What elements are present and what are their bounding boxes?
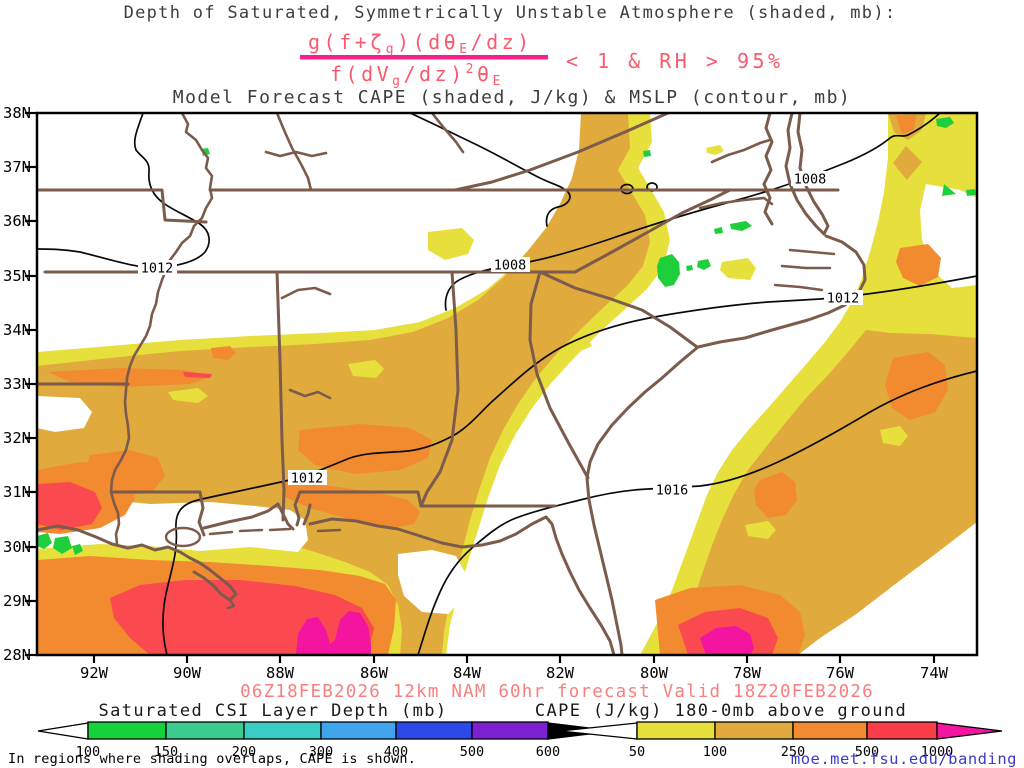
svg-text:50: 50 [629,744,645,760]
cape-overflow-arrow [936,722,1003,740]
svg-text:38N: 38N [3,104,31,122]
map-subtitle: Model Forecast CAPE (shaded, J/kg) & MSL… [173,87,852,108]
formula-fraction-bar [300,55,548,60]
formula-condition: < 1 & RH > 95% [566,49,784,73]
svg-text:31N: 31N [3,483,31,501]
contour-label: 1008 [494,258,527,274]
cape-yellow-pockets [168,228,908,606]
shading-white-gaps [37,184,977,655]
contour-label: 1012 [291,471,324,487]
formula-numerator: g(f+ζg)(dθE/dz) [308,30,533,57]
svg-text:30N: 30N [3,538,31,556]
cape-colorbar-title: CAPE (J/kg) 180-0mb above ground [535,701,907,721]
svg-text:250: 250 [781,744,805,760]
svg-text:33N: 33N [3,375,31,393]
csi-formula: g(f+ζg)(dθE/dz) f(dVg/dz)2θE < 1 & RH > … [300,30,784,89]
csi-underflow-arrow [37,722,89,740]
state-borders [37,113,840,537]
csi-colorbar: Saturated CSI Layer Depth (mb) 100 150 20… [37,701,615,760]
svg-text:400: 400 [384,744,408,760]
svg-text:200: 200 [232,744,256,760]
contour-label: 1012 [827,291,860,307]
svg-text:36N: 36N [3,212,31,230]
source-url[interactable]: moe.met.fsu.edu/banding [791,750,1017,768]
page-title: Depth of Saturated, Symmetrically Unstab… [124,3,897,23]
svg-text:78W: 78W [733,664,762,682]
lon-labels: 92W 90W 88W 86W 84W 82W 80W 78W 76W 74W [80,664,949,682]
coastline [37,113,867,655]
svg-text:100: 100 [76,744,100,760]
svg-text:80W: 80W [640,664,669,682]
svg-text:150: 150 [154,744,178,760]
lon-axis [92,655,936,663]
svg-text:34N: 34N [3,321,31,339]
svg-text:600: 600 [536,744,560,760]
svg-text:74W: 74W [920,664,949,682]
csi-colorbar-title: Saturated CSI Layer Depth (mb) [98,701,447,721]
model-run-line: 06Z18FEB2026 12km NAM 60hr forecast Vali… [240,682,874,702]
formula-denominator: f(dVg/dz)2θE [330,62,504,89]
lat-labels: 38N 37N 36N 35N 34N 33N 32N 31N 30N 29N 28N [3,104,31,664]
contour-labels: 1012 1012 1008 1008 1012 1016 [138,171,863,499]
svg-text:86W: 86W [360,664,389,682]
svg-text:35N: 35N [3,267,31,285]
overlap-note: In regions where shading overlaps, CAPE … [8,751,416,767]
cape-shading-magenta [296,611,754,655]
svg-text:1000: 1000 [921,744,954,760]
svg-text:92W: 92W [80,664,109,682]
svg-text:300: 300 [309,744,333,760]
svg-text:100: 100 [703,744,727,760]
contour-label: 1012 [141,261,174,277]
lat-axis [25,111,37,657]
csi-colorbar-ticks: 100 150 200 300 400 500 600 [76,744,560,760]
svg-text:37N: 37N [3,158,31,176]
svg-text:500: 500 [460,744,484,760]
cape-colorbar: CAPE (J/kg) 180-0mb above ground 50 100 2… [535,701,1003,760]
svg-text:29N: 29N [3,592,31,610]
contour-label: 1016 [656,483,689,499]
svg-text:84W: 84W [453,664,482,682]
svg-text:500: 500 [855,744,879,760]
cape-colorbar-ticks: 50 100 250 500 1000 [629,744,953,760]
svg-text:32N: 32N [3,429,31,447]
svg-text:88W: 88W [266,664,295,682]
svg-text:90W: 90W [173,664,202,682]
rivers [109,113,774,546]
svg-text:76W: 76W [826,664,855,682]
svg-text:82W: 82W [546,664,575,682]
contour-label: 1008 [794,172,827,188]
svg-text:28N: 28N [3,646,31,664]
csi-shading-green [37,117,976,555]
